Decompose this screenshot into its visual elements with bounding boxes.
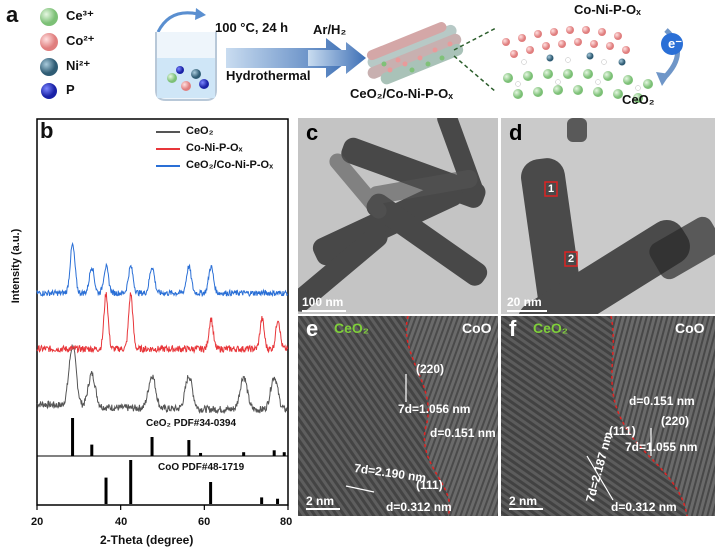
panel-d-letter: d xyxy=(509,120,523,145)
scale-label-e: 2 nm xyxy=(306,494,335,508)
ni-sphere-icon xyxy=(40,58,58,76)
series-line-0 xyxy=(36,344,288,415)
marker-box-1 xyxy=(544,181,558,197)
scale-label-d: 20 nm xyxy=(507,295,542,309)
panel-d-image: d 1 2 20 nm xyxy=(501,118,715,314)
phase-right-e: CoO xyxy=(462,320,492,336)
legend-label-1: Co-Ni-P-Oₓ xyxy=(186,142,243,154)
marker-1-label: 1 xyxy=(548,183,555,195)
ref-label-coo: CoO PDF#48-1719 xyxy=(158,462,245,473)
interface-line-e xyxy=(405,316,451,516)
panel-f-image: f CeO₂ CoO d=0.151 nm (220) 7d=1.055 nm … xyxy=(501,316,715,516)
ar-h2-arrow-icon xyxy=(308,42,366,74)
stir-arrow-icon xyxy=(156,11,199,33)
spacing-e-1: 7d=1.056 nm xyxy=(398,402,471,416)
series-line-1 xyxy=(36,292,288,355)
synthesis-scheme xyxy=(155,8,352,101)
tem-nanorods-d xyxy=(501,118,715,314)
panel-f-letter: f xyxy=(509,316,517,341)
plot-frame xyxy=(36,118,289,506)
dspacing-f-2: d=0.312 nm xyxy=(611,500,677,514)
condition-label: 100 °C, 24 h xyxy=(215,20,289,35)
plane-f-111: (111) xyxy=(609,424,636,438)
xtick-label-20: 20 xyxy=(31,516,44,528)
dspacing-e-2: d=0.312 nm xyxy=(386,500,452,514)
atmosphere-label: Ar/H₂ xyxy=(313,22,347,37)
marker-box-2 xyxy=(564,251,578,267)
xtick-label-40: 40 xyxy=(115,516,128,528)
electron-label: e⁻ xyxy=(668,36,683,51)
legend-label-2: CeO₂/Co-Ni-P-Oₓ xyxy=(186,159,274,171)
phase-left-f: CeO₂ xyxy=(533,320,569,336)
hrtem-lattice-f xyxy=(501,316,715,516)
xrd-chart xyxy=(36,118,289,510)
legend xyxy=(156,131,180,167)
dspacing-e-1: d=0.151 nm xyxy=(430,426,496,440)
tick-layer xyxy=(36,505,289,510)
method-label: Hydrothermal xyxy=(226,68,311,83)
nanorod-bundle-icon xyxy=(366,22,464,85)
ylabel: Intensity (a.u.) xyxy=(10,228,22,304)
legend-label-0: CeO₂ xyxy=(186,125,214,137)
interface-line-f xyxy=(610,316,688,516)
reference-layer xyxy=(71,418,286,504)
plane-e-111: (111) xyxy=(416,478,443,492)
plane-e-220: (220) xyxy=(416,362,445,376)
ion-label-co: Co²⁺ xyxy=(66,33,95,48)
core-label: CeO₂ xyxy=(622,92,655,107)
ion-label-p: P xyxy=(66,82,75,97)
ion-label-ni: Ni²⁺ xyxy=(66,58,91,73)
zoom-lines xyxy=(453,27,497,93)
scale-label-c: 100 nm xyxy=(302,295,344,309)
series-layer xyxy=(36,241,288,415)
scale-bar-c xyxy=(302,310,346,312)
co-sphere-icon xyxy=(40,33,58,51)
phase-left-e: CeO₂ xyxy=(334,320,370,336)
xtick-label-60: 60 xyxy=(198,516,211,528)
xlabel: 2-Theta (degree) xyxy=(100,533,194,547)
spacing-f-1: 7d=1.055 nm xyxy=(625,440,698,454)
series-line-2 xyxy=(36,241,288,298)
scale-bar-e xyxy=(306,508,340,510)
panel-b-letter: b xyxy=(40,118,54,143)
hrtem-lattice-e xyxy=(298,316,498,516)
reduction-arrow xyxy=(308,42,366,74)
panel-e-letter: e xyxy=(306,316,319,341)
ion-legend-spheres xyxy=(40,8,58,99)
panel-c-letter: c xyxy=(306,120,319,145)
ref-label-ceo2: CeO₂ PDF#34-0394 xyxy=(146,418,237,429)
plane-f-220: (220) xyxy=(661,414,690,428)
panel-c-image: c 100 nm xyxy=(298,118,498,314)
shell-label: Co-Ni-P-Oₓ xyxy=(574,2,641,17)
panel-e-image: e CeO₂ CoO (220) 7d=1.056 nm d=0.151 nm … xyxy=(298,316,498,516)
scale-bar-f xyxy=(509,508,543,510)
panel-a-letter: a xyxy=(6,2,19,27)
xtick-label-80: 80 xyxy=(280,516,293,528)
p-sphere-icon xyxy=(41,83,57,99)
tem-nanorods-c xyxy=(298,118,498,314)
scale-bar-d xyxy=(507,310,547,312)
product-label: CeO₂/Co-Ni-P-Oₓ xyxy=(350,86,453,101)
scale-label-f: 2 nm xyxy=(509,494,538,508)
ion-label-ce: Ce³⁺ xyxy=(66,8,94,23)
hydrothermal-arrow-icon xyxy=(226,38,352,78)
y-axis-title: Intensity (a.u.) xyxy=(6,170,22,370)
atomic-structure-icon xyxy=(502,26,683,103)
phase-right-f: CoO xyxy=(675,320,705,336)
ce-sphere-icon xyxy=(40,8,58,26)
marker-2-label: 2 xyxy=(568,253,575,265)
dspacing-f-1: d=0.151 nm xyxy=(629,394,695,408)
